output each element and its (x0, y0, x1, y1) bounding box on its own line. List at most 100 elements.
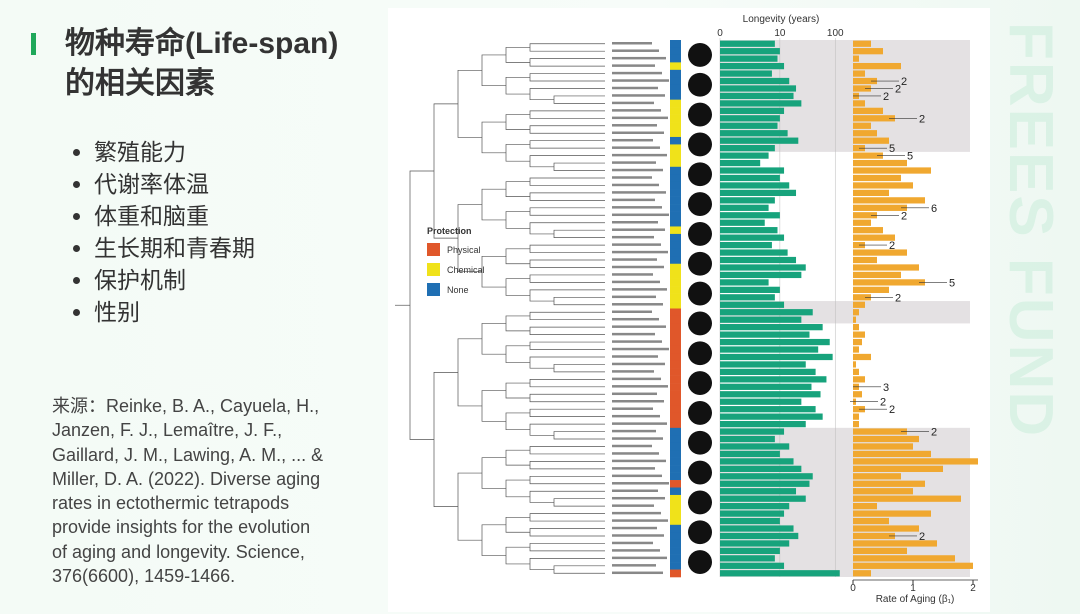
name-label (612, 138, 653, 142)
annotation: 2 (931, 427, 937, 439)
name-label (612, 549, 660, 552)
aging-bar (853, 77, 877, 85)
longevity-bar (720, 219, 765, 226)
name-label (612, 362, 665, 366)
bullet: 保护机制 (94, 264, 255, 296)
protection-cell (670, 405, 681, 414)
protection-cell (670, 412, 681, 421)
x-tick-label: 100 (827, 28, 844, 39)
aging-bar (853, 100, 865, 107)
protection-cell (670, 480, 681, 488)
name-label (612, 295, 656, 299)
protection-cell (670, 62, 681, 71)
aging-bar (853, 167, 931, 174)
protection-cell (670, 301, 681, 309)
name-label (612, 459, 666, 463)
protection-cell (670, 502, 681, 511)
aging-bar (853, 152, 883, 159)
silhouette (688, 520, 712, 545)
name-label (612, 101, 654, 105)
bullet: 代谢率体温 (94, 168, 255, 200)
longevity-bar (720, 271, 802, 279)
silhouette (688, 72, 712, 97)
silhouette (688, 550, 712, 575)
protection-cell (670, 472, 681, 481)
aging-bar (853, 346, 859, 353)
legend-title: Protection (427, 226, 472, 236)
name-label (612, 109, 661, 112)
name-label (612, 414, 660, 418)
protection-cell (670, 263, 681, 272)
longevity-bar (720, 547, 780, 555)
aging-bar (853, 189, 889, 197)
silhouette (688, 132, 712, 157)
protection-cell (670, 547, 681, 555)
legend-swatch (427, 263, 440, 276)
annotation: 3 (883, 382, 889, 394)
axis-title: Rate of Aging (β₁) (876, 594, 955, 605)
name-label (612, 258, 657, 261)
aging-bar (853, 55, 859, 62)
longevity-bar (720, 331, 810, 338)
protection-cell (670, 360, 681, 369)
longevity-bar (720, 159, 761, 167)
aging-bar (853, 122, 871, 129)
name-label (612, 131, 664, 134)
family-band (720, 427, 970, 577)
source-line: provide insights for the evolution (52, 517, 311, 538)
protection-cell (670, 77, 681, 86)
longevity-bar (720, 517, 780, 525)
annotation: 2 (883, 91, 889, 103)
longevity-bar (720, 48, 780, 55)
x-tick-label: 1 (910, 583, 916, 594)
silhouette (688, 400, 712, 425)
name-label (612, 385, 668, 388)
aging-bar (853, 480, 925, 487)
longevity-bar (720, 167, 785, 174)
protection-cell (670, 330, 681, 339)
protection-cell (670, 323, 681, 332)
name-label (612, 310, 652, 313)
name-label (612, 332, 655, 336)
longevity-bar (720, 309, 813, 316)
legend-label: Chemical (447, 265, 485, 275)
bullet: 体重和脑重 (94, 200, 255, 232)
longevity-bar (720, 62, 785, 70)
protection-cell (670, 256, 681, 265)
aging-bar (853, 443, 913, 450)
longevity-bar (720, 525, 794, 532)
protection-cell (670, 457, 681, 466)
longevity-bar (720, 182, 790, 189)
longevity-bar (720, 152, 769, 159)
name-label (612, 116, 668, 120)
aging-bar (853, 256, 877, 264)
aging-bar (853, 227, 883, 234)
aging-bar (853, 391, 862, 398)
longevity-bar (720, 234, 785, 241)
protection-cell (670, 368, 681, 376)
protection-cell (670, 69, 681, 78)
longevity-bar (720, 555, 775, 562)
longevity-bar (720, 227, 778, 234)
aging-bar (853, 361, 856, 368)
protection-cell (670, 204, 681, 212)
name-label (612, 206, 662, 209)
silhouette (688, 341, 712, 366)
aging-bar (853, 137, 889, 144)
aging-bar (853, 465, 943, 472)
longevity-bar (720, 249, 788, 256)
protection-cell (670, 159, 681, 168)
protection-cell (670, 398, 681, 406)
longevity-bar (720, 241, 772, 249)
longevity-bar (720, 406, 816, 413)
source-line: 来源：Reinke, B. A., Cayuela, H., (52, 396, 320, 416)
protection-cell (670, 315, 681, 324)
name-label (612, 496, 665, 500)
longevity-bar (720, 204, 769, 211)
aging-bar (853, 525, 919, 532)
aging-bar (853, 115, 895, 122)
legend-swatch (427, 283, 440, 296)
protection-cell (670, 166, 681, 175)
x-tick-label: 0 (717, 28, 723, 39)
longevity-bar (720, 398, 802, 405)
